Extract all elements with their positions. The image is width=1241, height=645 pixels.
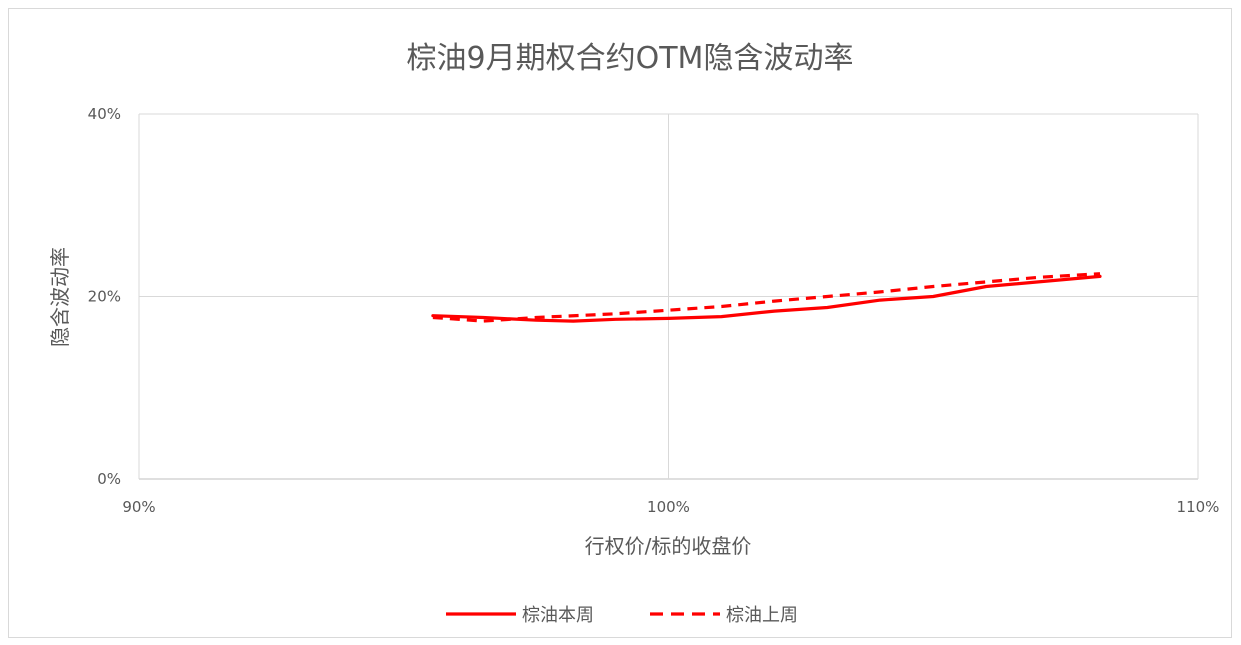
series-lines bbox=[431, 272, 1102, 323]
y-tick-label: 40% bbox=[88, 105, 121, 123]
series-line-1 bbox=[431, 274, 1102, 323]
x-tick-label: 90% bbox=[122, 498, 155, 516]
y-tick-label: 20% bbox=[88, 288, 121, 306]
chart-title: 棕油9月期权合约OTM隐含波动率 bbox=[407, 41, 854, 76]
series-line-2 bbox=[432, 272, 1101, 323]
legend-label-2: 棕油上周 bbox=[726, 605, 798, 626]
x-axis-title: 行权价/标的收盘价 bbox=[585, 534, 752, 558]
y-axis-title: 隐含波动率 bbox=[48, 247, 72, 347]
x-tick-label: 100% bbox=[647, 498, 690, 516]
chart-frame bbox=[8, 8, 1232, 638]
x-tick-label: 110% bbox=[1177, 498, 1220, 516]
gridlines bbox=[138, 113, 1199, 480]
legend: 棕油本周 棕油上周 bbox=[446, 605, 798, 626]
y-tick-label: 0% bbox=[97, 470, 121, 488]
tick-labels: 0% 20% 40% 90% 100% 110% bbox=[88, 105, 1220, 516]
legend-label-1: 棕油本周 bbox=[522, 605, 594, 626]
